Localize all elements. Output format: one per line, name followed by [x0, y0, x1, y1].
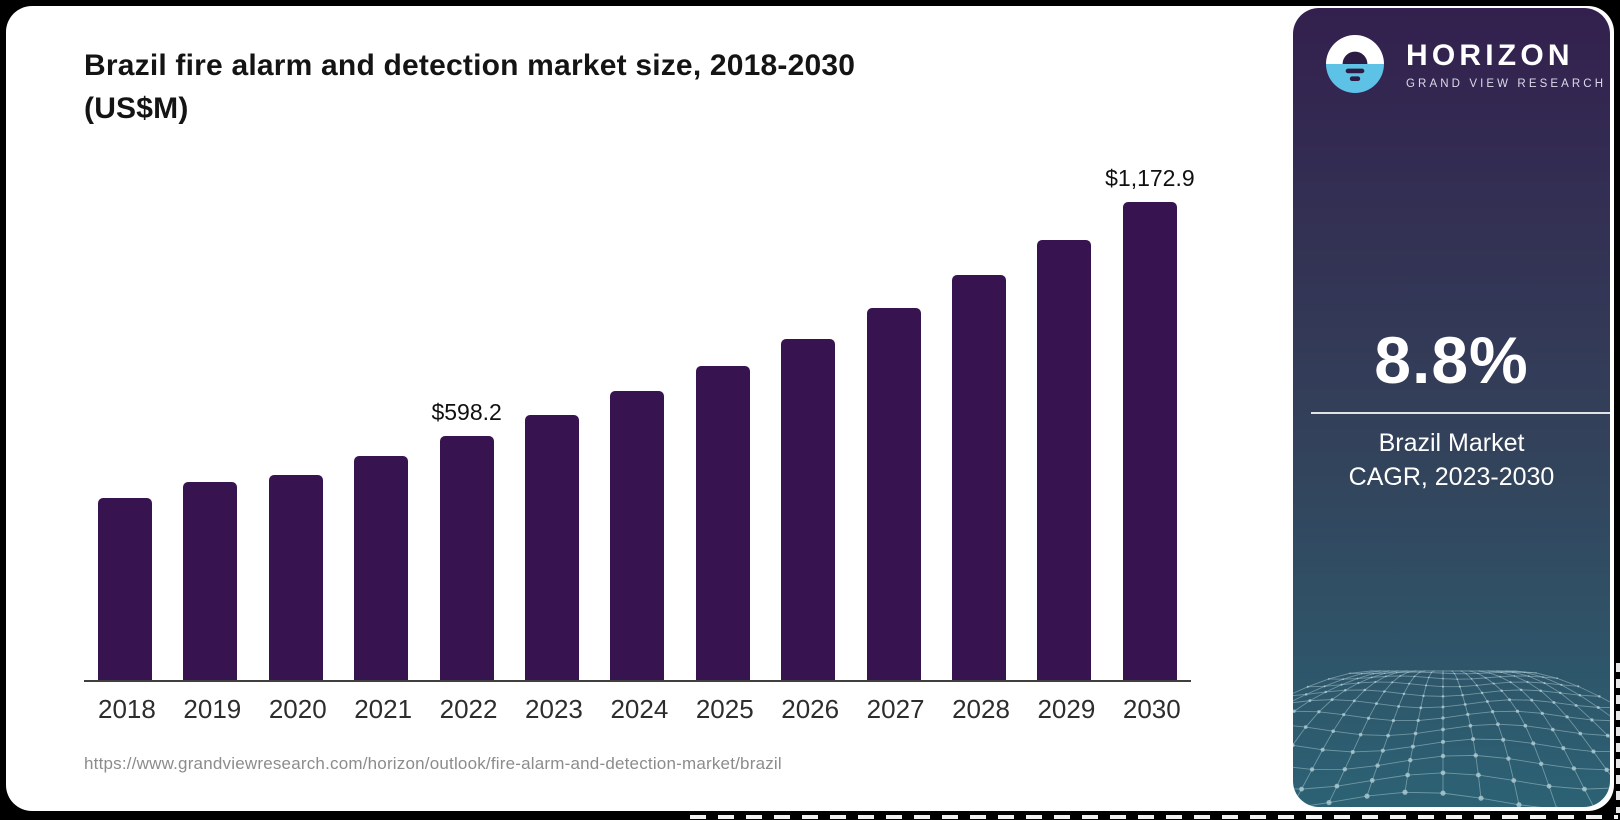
x-tick-label: 2018 — [98, 694, 156, 724]
x-tick-label: 2019 — [183, 694, 242, 724]
bar-2028 — [952, 275, 1007, 680]
mesh-svg — [1293, 670, 1610, 807]
x-tick-label: 2030 — [1122, 694, 1181, 724]
right-dashed-line — [1616, 663, 1620, 813]
x-tick-label: 2025 — [695, 694, 754, 724]
x-tick-label: 2024 — [610, 694, 669, 724]
bar-2025 — [695, 366, 750, 680]
bar-2018 — [98, 498, 152, 680]
brand-subtitle: GRAND VIEW RESEARCH — [1406, 77, 1607, 90]
horizon-logo-icon — [1326, 35, 1384, 93]
source-url: https://www.grandviewresearch.com/horizo… — [84, 754, 782, 773]
cagr-label-line2: CAGR, 2023-2030 — [1348, 463, 1555, 491]
brand-text: HORIZON GRAND VIEW RESEARCH — [1406, 39, 1606, 90]
bar-column — [610, 166, 665, 680]
brand-logo-row: HORIZON GRAND VIEW RESEARCH — [1326, 35, 1606, 93]
bar-2022 — [439, 436, 494, 680]
cagr-value: 8.8% — [1374, 323, 1529, 397]
chart-title-line1: Brazil fire alarm and detection market s… — [84, 49, 856, 82]
cagr-label-line1: Brazil Market — [1378, 429, 1525, 457]
bar-column — [183, 166, 238, 680]
x-tick-label: 2023 — [525, 694, 583, 724]
bar-column — [1037, 166, 1092, 680]
bar-2029 — [1037, 240, 1092, 680]
cagr-stat: 8.8% Brazil Market CAGR, 2023-2030 — [1293, 322, 1610, 494]
x-tick-label: 2027 — [866, 694, 925, 724]
bar-column — [268, 166, 323, 680]
x-tick-label: 2028 — [952, 694, 1010, 724]
x-tick-label: 2029 — [1037, 694, 1096, 724]
bottom-dashed-line — [690, 815, 1618, 819]
brand-name: HORIZON — [1406, 38, 1574, 72]
bar-2021 — [354, 456, 409, 680]
bar-column — [98, 166, 152, 680]
bar-value-label: $1,172.9 — [1105, 165, 1195, 191]
bar-column — [952, 166, 1007, 680]
bar-value-label: $598.2 — [431, 399, 502, 425]
bar-2026 — [781, 339, 836, 680]
brand-panel: HORIZON GRAND VIEW RESEARCH 8.8% Brazil … — [1293, 8, 1610, 807]
bar-column: $1,172.9 — [1105, 165, 1195, 680]
x-tick-label: 2020 — [268, 694, 327, 724]
bar-column: $598.2 — [431, 166, 502, 680]
bar-2024 — [610, 391, 665, 680]
bar-column — [866, 166, 921, 680]
bar-column — [354, 166, 409, 680]
x-axis-labels: 2018 2019 2020 2021 2022 2023 2024 2025 2026 2027… — [84, 694, 1191, 725]
bar-2020 — [268, 475, 323, 680]
bar-2023 — [525, 415, 580, 680]
chart-title-line2: (US$M) — [84, 92, 189, 125]
bar-column — [695, 166, 750, 680]
bar-column — [525, 166, 580, 680]
bar-2030 — [1122, 202, 1177, 680]
stat-divider — [1311, 412, 1610, 414]
chart-title: Brazil fire alarm and detection market s… — [84, 44, 1084, 130]
cagr-label: Brazil Market CAGR, 2023-2030 — [1293, 426, 1610, 494]
bar-2019 — [183, 482, 238, 680]
bar-column — [781, 166, 836, 680]
x-tick-label: 2021 — [354, 694, 413, 724]
x-tick-label: 2026 — [781, 694, 840, 724]
x-tick-label: 2022 — [439, 694, 498, 724]
bar-plot: $598.2 $1,172.9 — [84, 165, 1195, 682]
bar-2027 — [866, 308, 921, 680]
